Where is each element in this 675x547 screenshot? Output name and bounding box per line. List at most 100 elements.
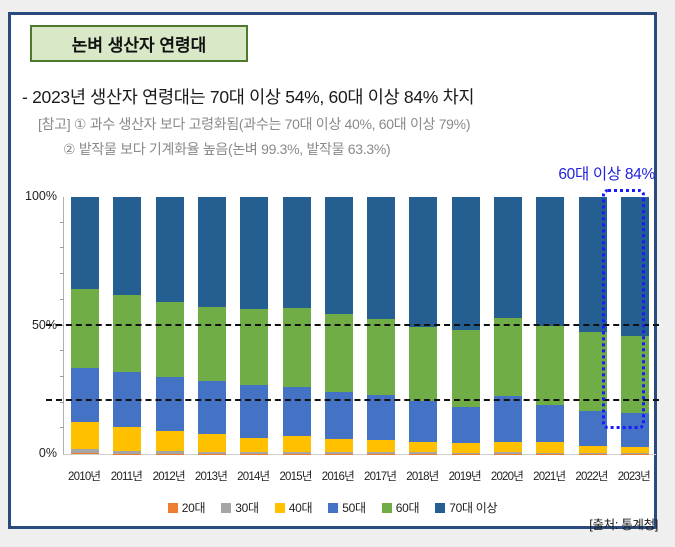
y-axis-label-100%: 100%	[25, 189, 57, 203]
bar-2022년	[578, 197, 607, 454]
segment-30대-2012년	[155, 451, 184, 454]
segment-50대-2012년	[155, 377, 184, 432]
y-minor-tick-90	[60, 221, 64, 223]
segment-40대-2021년	[536, 442, 565, 453]
legend: 20대 30대 40대 50대 60대 70대 이상	[8, 499, 657, 516]
bar-2018년	[409, 197, 438, 454]
segment-50대-2015년	[282, 387, 311, 437]
bars-area	[64, 197, 656, 454]
segment-50대-2017년	[367, 395, 396, 441]
segment-30대-2013년	[197, 451, 226, 454]
legend-item-60대: 60대	[381, 499, 420, 516]
segment-30대-2023년	[620, 452, 649, 454]
y-minor-tick-20	[60, 401, 64, 403]
bar-slot-2021년	[529, 197, 571, 454]
y-minor-tick-70	[60, 273, 64, 275]
legend-label-70대 이상: 70대 이상	[449, 501, 498, 515]
x-axis-label-2010년: 2010년	[68, 471, 101, 483]
legend-swatch-20대	[167, 502, 178, 513]
x-axis-label-2020년: 2020년	[490, 471, 524, 483]
headline-text: - 2023년 생산자 연령대는 70대 이상 54%, 60대 이상 84% …	[22, 87, 475, 107]
legend-label-20대: 20대	[181, 501, 206, 515]
segment-70대 이상-2011년	[113, 197, 142, 295]
x-axis-label-2023년: 2023년	[617, 471, 651, 483]
legend-label-30대: 30대	[235, 501, 259, 515]
segment-50대-2020년	[493, 396, 522, 442]
segment-30대-2021년	[536, 452, 565, 454]
bar-slot-2016년	[318, 197, 360, 454]
bar-2020년	[493, 197, 522, 454]
segment-60대-2011년	[113, 294, 142, 372]
bar-slot-2017년	[360, 197, 402, 454]
segment-20대-2012년	[155, 453, 184, 454]
segment-20대-2010년	[71, 453, 100, 454]
y-minor-tick-80	[60, 247, 64, 249]
bar-slot-2013년	[191, 197, 233, 454]
bar-slot-2019년	[445, 197, 487, 454]
segment-30대-2016년	[324, 452, 353, 454]
legend-label-60대: 60대	[395, 501, 420, 515]
segment-30대-2015년	[282, 452, 311, 454]
y-minor-tick-40	[60, 350, 64, 352]
y-minor-tick-60	[60, 298, 64, 300]
page-title: 논벼 생산자 연령대	[71, 36, 207, 55]
bar-slot-2020년	[487, 197, 529, 454]
y-axis-label-0%: 0%	[38, 446, 57, 460]
x-axis-label-2015년: 2015년	[279, 471, 312, 483]
segment-50대-2014년	[240, 385, 269, 438]
segment-70대 이상-2012년	[155, 197, 184, 303]
segment-70대 이상-2022년	[578, 197, 607, 332]
y-minor-tick-10	[60, 427, 64, 429]
legend-swatch-50대	[328, 502, 339, 513]
segment-30대-2014년	[240, 451, 269, 454]
segment-50대-2011년	[113, 371, 142, 427]
bar-2014년	[240, 197, 269, 454]
bar-slot-2014년	[233, 197, 275, 454]
x-axis-label-2019년: 2019년	[448, 471, 482, 483]
bar-slot-2011년	[106, 197, 148, 454]
segment-30대-2018년	[409, 452, 438, 454]
segment-40대-2018년	[409, 442, 438, 453]
legend-swatch-60대	[381, 502, 392, 513]
segment-50대-2018년	[409, 401, 438, 443]
segment-70대 이상-2013년	[197, 197, 226, 308]
segment-20대-2014년	[240, 453, 269, 454]
segment-50대-2019년	[451, 407, 480, 444]
bar-slot-2012년	[149, 197, 191, 454]
bar-slot-2015년	[275, 197, 317, 454]
segment-30대-2017년	[367, 452, 396, 454]
bar-2012년	[155, 197, 184, 454]
stacked-bar-chart	[46, 197, 659, 455]
legend-item-50대: 50대	[328, 499, 366, 516]
segment-70대 이상-2018년	[409, 197, 438, 327]
bar-2010년	[71, 197, 100, 454]
segment-50대-2021년	[536, 405, 565, 443]
legend-item-30대: 30대	[221, 499, 259, 516]
segment-40대-2011년	[113, 426, 142, 451]
y-minor-tick-30	[60, 375, 64, 377]
reference-note-1: [참고] ① 과수 생산자 보다 고령화됨(과수는 70대 이상 40%, 60…	[38, 116, 471, 132]
segment-30대-2019년	[451, 452, 480, 454]
segment-20대-2013년	[197, 453, 226, 454]
segment-60대-2022년	[578, 331, 607, 412]
reference-line-20.5pct	[46, 399, 659, 402]
bar-2011년	[113, 197, 142, 454]
legend-swatch-40대	[274, 502, 285, 513]
segment-30대-2022년	[578, 452, 607, 454]
segment-60대-2014년	[240, 309, 269, 386]
segment-30대-2020년	[493, 452, 522, 454]
segment-30대-2011년	[113, 450, 142, 454]
segment-40대-2016년	[324, 439, 353, 453]
x-axis-label-2022년: 2022년	[575, 471, 608, 483]
x-axis-label-2016년: 2016년	[321, 471, 355, 483]
x-axis-label-2021년: 2021년	[533, 471, 566, 483]
segment-70대 이상-2015년	[282, 197, 311, 309]
segment-40대-2013년	[197, 434, 226, 452]
legend-label-40대: 40대	[288, 501, 313, 515]
segment-70대 이상-2016년	[324, 197, 353, 314]
segment-70대 이상-2017년	[367, 197, 396, 319]
bar-2013년	[197, 197, 226, 454]
x-axis-label-2011년: 2011년	[110, 471, 143, 483]
x-axis-label-2012년: 2012년	[152, 471, 186, 483]
segment-70대 이상-2020년	[493, 197, 522, 318]
